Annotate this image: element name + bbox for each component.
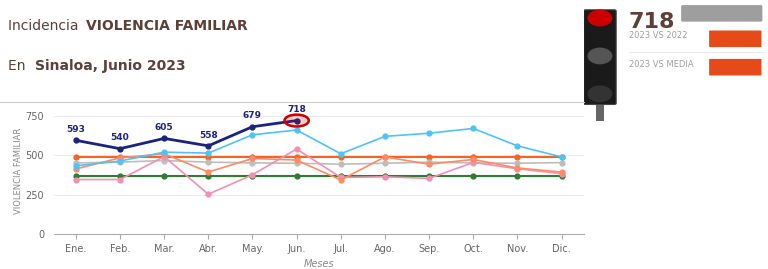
- Text: 718: 718: [629, 12, 675, 32]
- Text: 558: 558: [199, 130, 217, 140]
- Text: VIOLENCIA FAMILIAR: VIOLENCIA FAMILIAR: [86, 19, 248, 33]
- Text: ▲ 16%: ▲ 16%: [720, 34, 751, 43]
- FancyBboxPatch shape: [709, 59, 761, 76]
- Text: 540: 540: [111, 133, 129, 142]
- FancyBboxPatch shape: [681, 5, 763, 22]
- Text: 593: 593: [66, 125, 85, 134]
- Text: En: En: [8, 59, 29, 73]
- FancyBboxPatch shape: [584, 10, 616, 104]
- FancyBboxPatch shape: [709, 30, 761, 47]
- Bar: [596, 102, 604, 121]
- Text: 2023 VS MEDIA: 2023 VS MEDIA: [629, 60, 694, 69]
- Y-axis label: VIOLENCIA FAMILIAR: VIOLENCIA FAMILIAR: [14, 128, 22, 214]
- Text: Sinaloa, Junio 2023: Sinaloa, Junio 2023: [35, 59, 186, 73]
- Ellipse shape: [284, 115, 309, 126]
- Circle shape: [588, 86, 611, 101]
- Text: Incidentes: Incidentes: [699, 9, 744, 18]
- Text: Incidencia: Incidencia: [8, 19, 82, 33]
- X-axis label: Meses: Meses: [303, 259, 334, 269]
- Text: 2023 VS 2022: 2023 VS 2022: [629, 31, 687, 40]
- Text: ▲ 26%: ▲ 26%: [720, 63, 751, 72]
- Circle shape: [588, 48, 611, 64]
- Circle shape: [588, 10, 611, 26]
- Text: 605: 605: [155, 123, 174, 132]
- Text: 679: 679: [243, 111, 262, 121]
- Text: 718: 718: [287, 105, 306, 114]
